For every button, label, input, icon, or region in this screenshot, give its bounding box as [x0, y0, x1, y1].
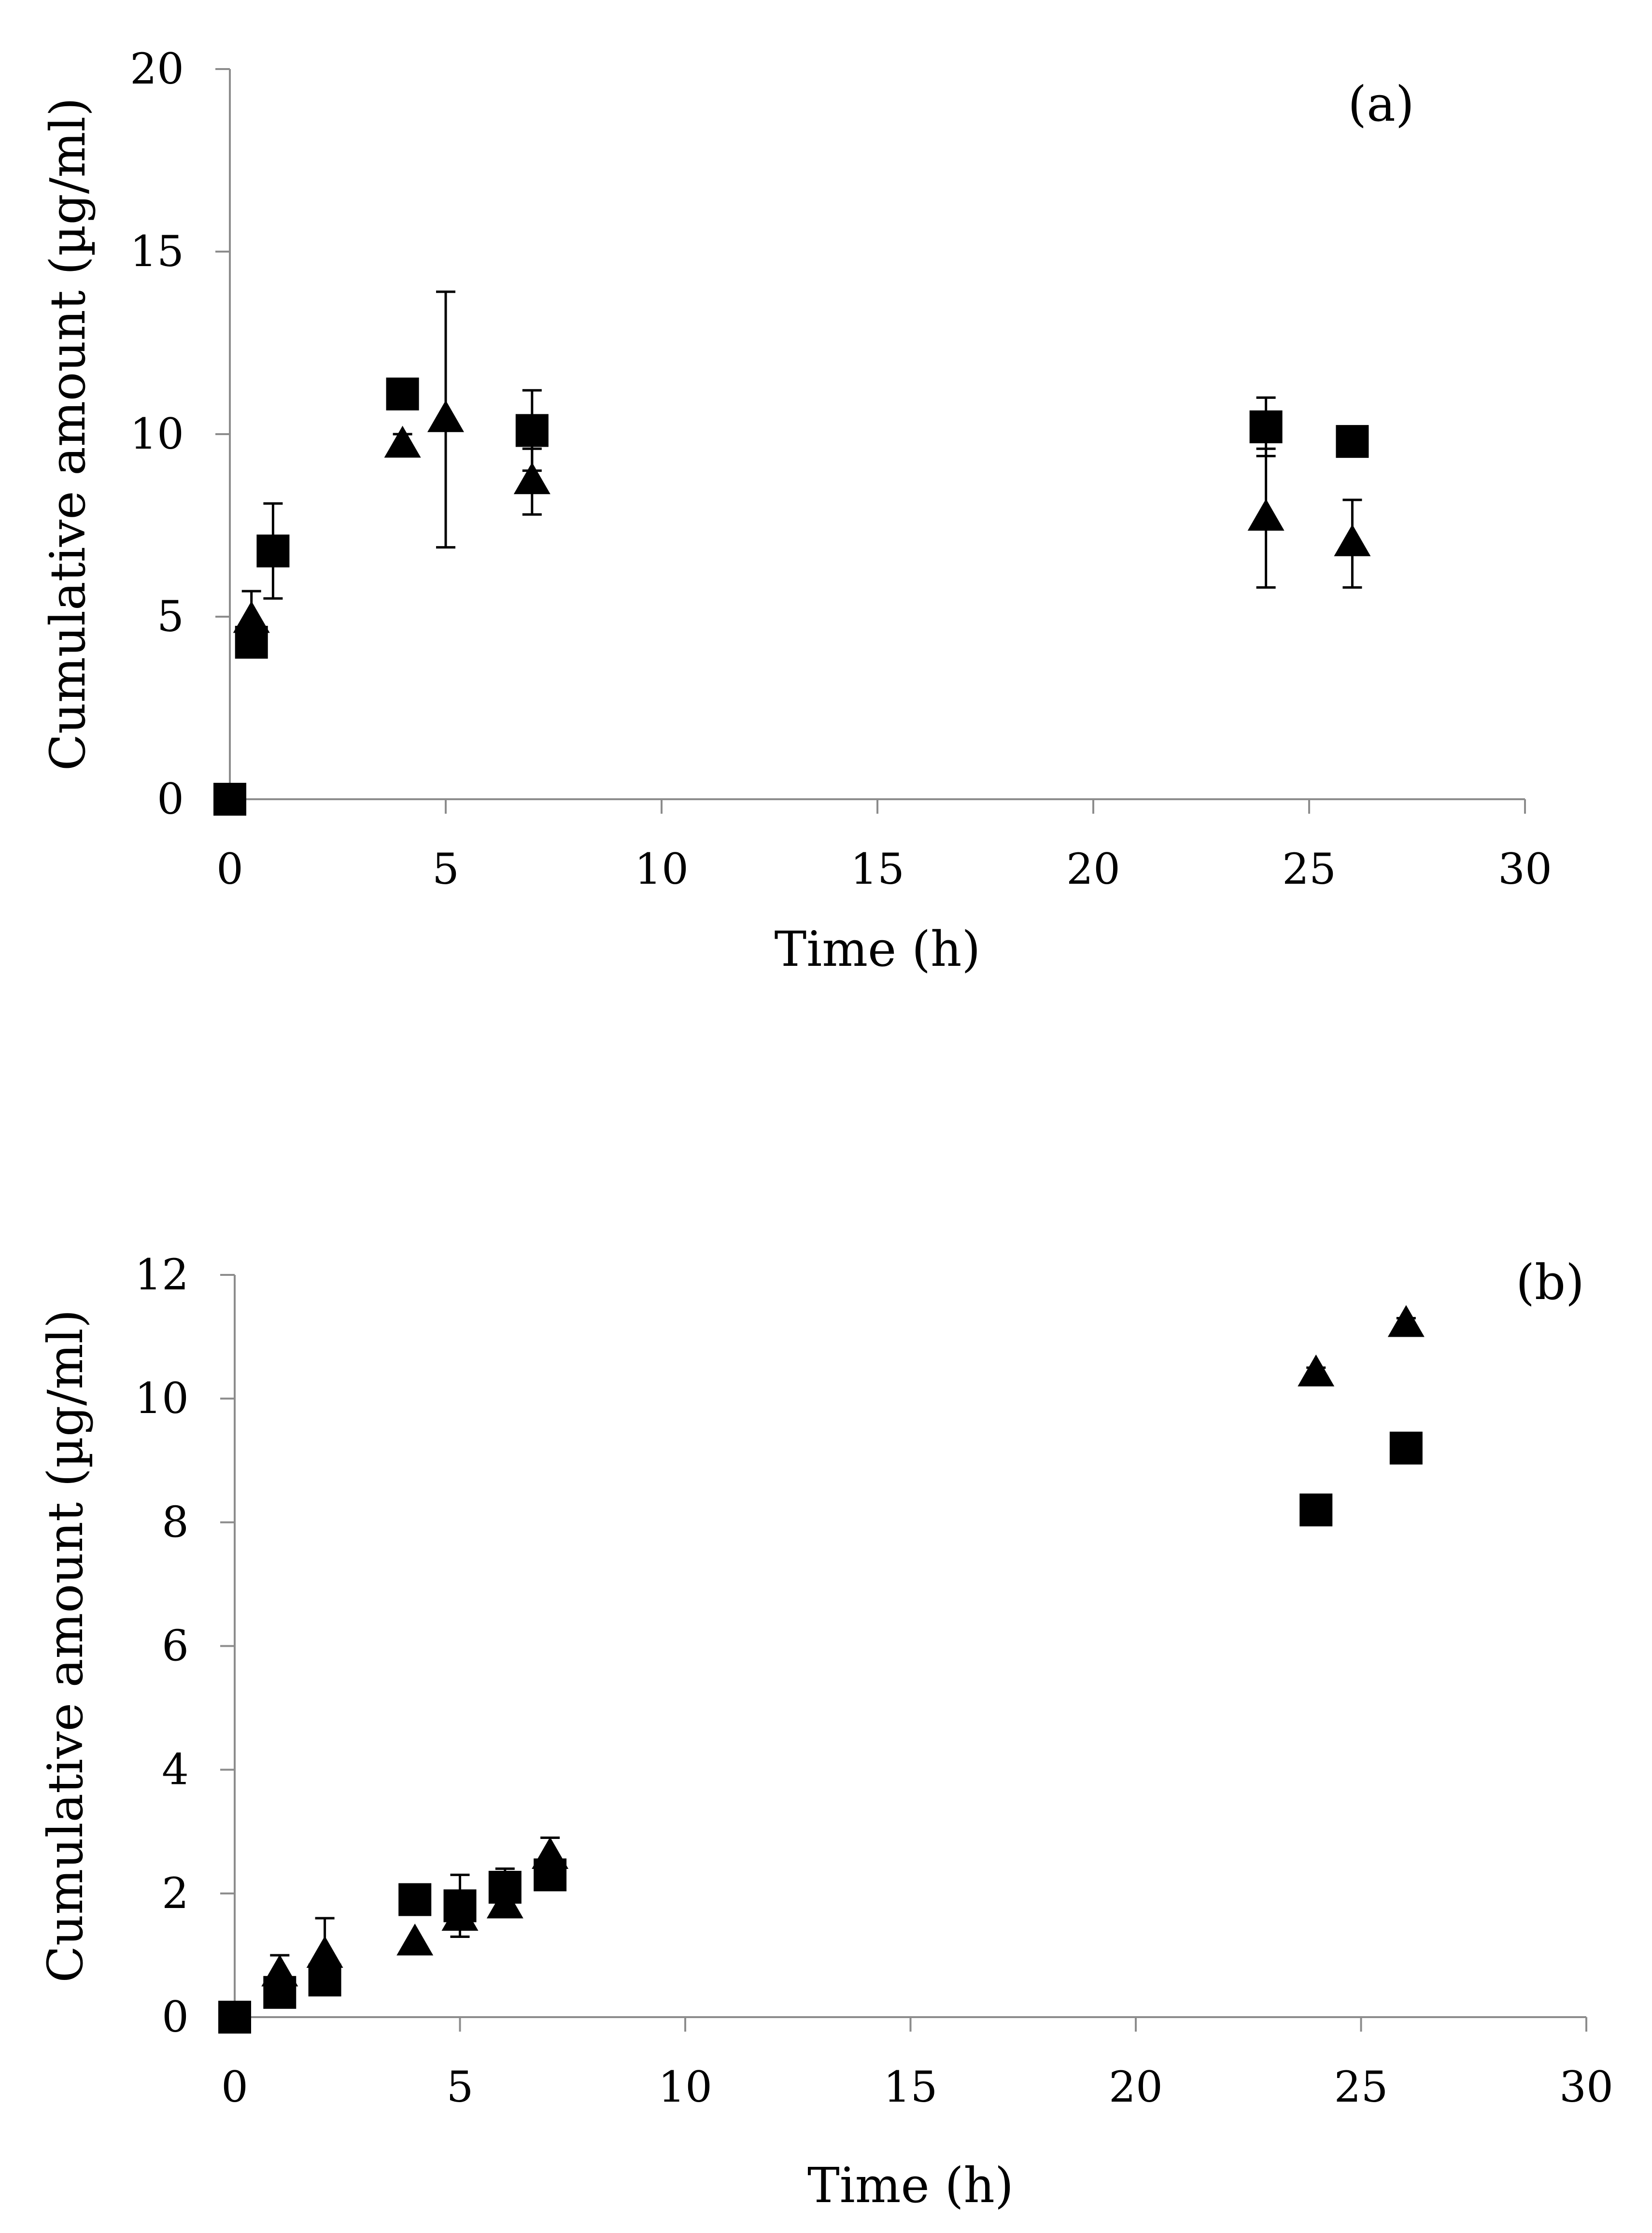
chart-panel-b: 0 5 10 15 20 25 30 0 2 4 6 8 10 12 Time (h) Cumulative … [37, 1250, 1613, 2214]
x-tick-label: 25 [1282, 844, 1336, 894]
y-tick-label: 0 [162, 1992, 189, 2042]
y-tick-label: 10 [130, 409, 184, 459]
chart-panel-a: 0 5 10 15 20 25 30 0 5 10 15 20 Time (h) Cumulative a… [40, 44, 1552, 977]
square-marker [1249, 410, 1283, 443]
square-marker [1389, 1431, 1423, 1465]
square-marker [398, 1883, 432, 1916]
x-axis-title: Time (h) [775, 921, 981, 977]
y-tick-label: 0 [157, 774, 184, 824]
y-tick-label: 4 [162, 1745, 189, 1795]
x-tick-label: 15 [850, 844, 904, 894]
x-tick-label: 10 [658, 2062, 712, 2112]
y-tick-label: 20 [130, 44, 184, 94]
x-tick-label: 0 [221, 2062, 248, 2112]
square-marker [1336, 425, 1369, 458]
square-marker [1299, 1493, 1333, 1526]
square-marker [256, 534, 290, 567]
x-tick-label: 20 [1109, 2062, 1163, 2112]
y-axis-title: Cumulative amount (µg/ml) [40, 98, 96, 771]
square-marker [386, 377, 419, 410]
square-marker [213, 783, 246, 816]
triangle-marker [1334, 524, 1371, 556]
x-tick-label: 5 [432, 844, 459, 894]
x-axis-title: Time (h) [807, 2157, 1014, 2214]
y-tick-label: 2 [162, 1868, 189, 1918]
triangle-marker [513, 462, 551, 495]
triangle-marker [261, 1954, 298, 1987]
square-marker [218, 2001, 251, 2034]
x-tick-label: 10 [635, 844, 689, 894]
triangle-marker [1247, 498, 1285, 531]
x-tick-label: 15 [884, 2062, 938, 2112]
square-marker [515, 414, 549, 447]
triangle-marker [427, 400, 464, 432]
triangle-marker [306, 1936, 343, 1968]
y-axis-title: Cumulative amount (µg/ml) [37, 1309, 94, 1982]
triangle-marker [441, 1899, 479, 1931]
panel-label: (a) [1348, 76, 1414, 132]
panel-label: (b) [1516, 1254, 1584, 1311]
y-tick-label: 10 [135, 1373, 189, 1423]
x-tick-label: 25 [1334, 2062, 1388, 2112]
y-tick-label: 6 [162, 1621, 189, 1671]
triangle-marker [384, 425, 421, 458]
triangle-marker [233, 601, 270, 633]
triangle-marker [1387, 1305, 1425, 1337]
y-tick-label: 5 [157, 592, 184, 641]
x-tick-label: 30 [1559, 2062, 1613, 2112]
triangle-marker [396, 1923, 434, 1956]
triangle-marker [1298, 1354, 1335, 1386]
x-tick-label: 20 [1066, 844, 1120, 894]
y-tick-label: 15 [130, 226, 184, 276]
x-tick-label: 30 [1498, 844, 1552, 894]
y-tick-label: 12 [135, 1250, 189, 1300]
x-tick-label: 0 [216, 844, 243, 894]
triangle-marker [486, 1886, 523, 1919]
y-tick-label: 8 [162, 1497, 189, 1547]
x-tick-label: 5 [447, 2062, 474, 2112]
triangle-marker [532, 1837, 569, 1869]
